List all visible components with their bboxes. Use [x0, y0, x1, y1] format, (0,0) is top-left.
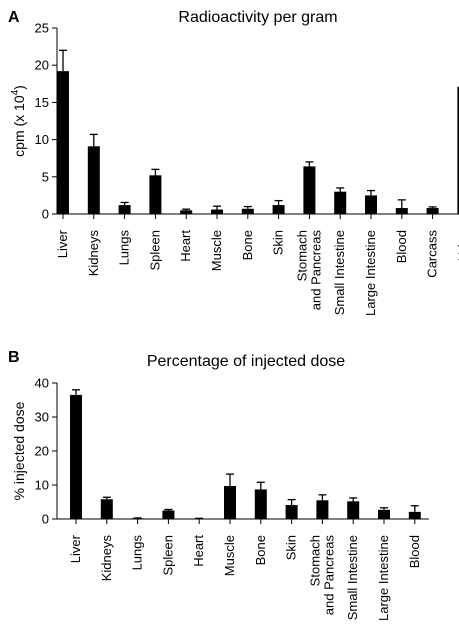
chart-panel-a: A Radioactivity per gram 0 5 10 15 20 25 cpm (…	[8, 9, 459, 316]
x-category-label: Skin	[271, 230, 286, 255]
bar	[365, 195, 377, 214]
y-axis-label-exponent: 4	[10, 89, 21, 95]
bar	[87, 146, 100, 214]
y-tick-label: 25	[35, 21, 49, 36]
bar	[272, 205, 285, 214]
x-category-label: Lungs	[117, 230, 132, 266]
chart-title-a: Radioactivity per gram	[178, 9, 337, 26]
y-tick-label: 30	[35, 410, 49, 425]
x-category-label: Kidneys	[99, 535, 114, 582]
panel-letter-b: B	[8, 349, 20, 366]
x-category-label: Carcass	[425, 230, 440, 278]
x-category-label: Heart	[191, 535, 206, 567]
y-tick-label: 15	[35, 95, 49, 110]
panel-letter-a: A	[8, 9, 20, 26]
y-tick-label: 5	[42, 169, 49, 184]
bar	[395, 208, 408, 214]
x-category-label: Heart	[178, 230, 193, 262]
bar	[347, 501, 360, 519]
x-category-label: Blood	[394, 230, 409, 263]
bar	[70, 394, 82, 519]
x-category-label: Stomachand Pancreas	[307, 535, 336, 616]
x-category-label: Small Intestine	[332, 230, 347, 315]
x-category-label: Spleen	[147, 230, 162, 270]
x-category-label: Large Intestine	[376, 535, 391, 621]
y-tick-label: 20	[35, 444, 49, 459]
chart-title-b: Percentage of injected dose	[147, 353, 345, 370]
x-category-label: Kidneys	[86, 230, 101, 277]
x-category-label: Urine	[455, 230, 459, 261]
x-category-label: Muscle	[209, 230, 224, 271]
y-tick-label: 10	[35, 132, 49, 147]
bar	[316, 500, 329, 519]
x-category-label: Skin	[284, 535, 299, 560]
y-tick-label: 40	[35, 376, 49, 391]
bar	[378, 509, 390, 519]
x-category-label: Liver	[68, 534, 83, 563]
bar	[457, 86, 459, 214]
x-category-label: Lungs	[130, 535, 145, 571]
y-tick-label: 10	[35, 478, 49, 493]
bar	[334, 191, 347, 214]
x-category-label: Small Intestine	[345, 535, 360, 620]
y-tick-label: 20	[35, 58, 49, 73]
x-category-label: Bone	[240, 230, 255, 260]
y-tick-label: 0	[42, 207, 49, 222]
chart-panel-b: B Percentage of injected dose 0 10 20 30 40%…	[8, 349, 429, 621]
y-axis-label: % injected dose	[11, 401, 27, 500]
bar	[100, 499, 113, 519]
y-tick-label: 0	[42, 512, 49, 527]
bar	[426, 208, 439, 214]
x-category-label: Bone	[253, 535, 268, 565]
bar	[149, 175, 162, 214]
bar	[180, 210, 193, 214]
bar	[285, 505, 298, 519]
y-axis-label: cpm (x 104)	[10, 85, 27, 157]
x-category-label: Muscle	[222, 535, 237, 576]
bar	[118, 205, 131, 214]
bar	[162, 510, 175, 519]
bar	[211, 209, 223, 214]
bar	[254, 489, 267, 519]
x-category-label: Liver	[55, 229, 70, 258]
bar	[408, 511, 421, 519]
bar	[303, 166, 316, 214]
x-category-label: Spleen	[160, 535, 175, 575]
bar	[131, 518, 144, 520]
x-category-label: Stomachand Pancreas	[294, 230, 323, 311]
bar	[57, 71, 69, 214]
bar	[241, 208, 254, 214]
bar	[224, 486, 236, 519]
x-category-label: Blood	[407, 535, 422, 568]
x-category-label: Large Intestine	[363, 230, 378, 316]
